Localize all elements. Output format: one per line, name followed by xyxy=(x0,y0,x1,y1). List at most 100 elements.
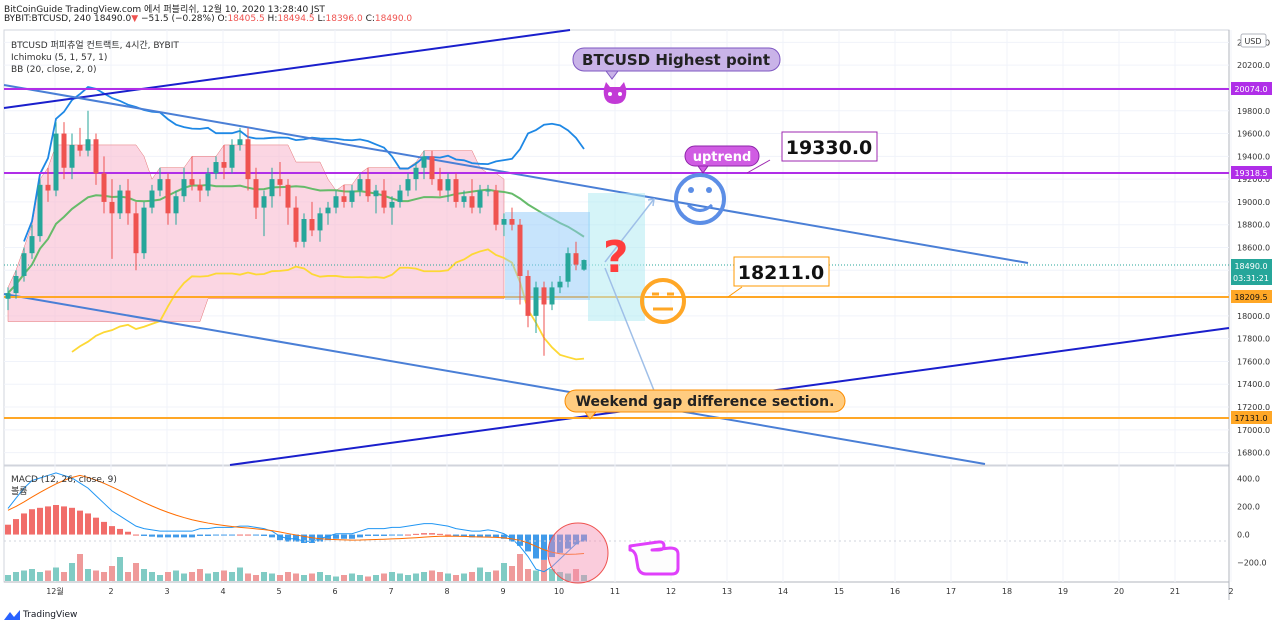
volume-bar-40 xyxy=(325,575,331,581)
volume-bar-42 xyxy=(341,575,347,581)
volume-bar-55 xyxy=(445,573,451,581)
candle-body-44 xyxy=(357,179,363,191)
volume-bar-47 xyxy=(381,573,387,581)
candle-body-22 xyxy=(181,179,187,197)
tag-timer-text: 03:31:21 xyxy=(1233,274,1269,283)
macd-bar-59 xyxy=(477,534,483,538)
candle-body-13 xyxy=(109,201,115,214)
volume-bar-33 xyxy=(269,573,275,581)
macd-bar-29 xyxy=(237,534,243,536)
macd-bar-63 xyxy=(509,534,515,542)
legend-bb: BB (20, close, 2, 0) xyxy=(11,65,96,75)
volume-bar-67 xyxy=(541,560,547,581)
candle-body-29 xyxy=(237,139,243,145)
tradingview-logo-icon xyxy=(4,610,20,620)
candle-body-71 xyxy=(573,253,579,265)
open-label: O: xyxy=(217,14,228,24)
macd-line xyxy=(7,472,585,573)
time-axis-ticks: 12월 2 3 4 5 6 7 8 9 10 11 12 13 14 15 16 17 18 19 20 21 2 xyxy=(46,586,1233,596)
candle-body-6 xyxy=(53,133,59,191)
candle-body-37 xyxy=(301,219,307,242)
candle-body-16 xyxy=(133,213,139,254)
time-tick-10: 11 xyxy=(610,587,620,596)
candle-body-34 xyxy=(277,179,283,185)
devil-face-icon xyxy=(603,82,627,104)
macd-bar-31 xyxy=(253,534,259,536)
candle-body-40 xyxy=(325,207,331,214)
candle-body-7 xyxy=(61,133,67,168)
volume-bar-54 xyxy=(437,572,443,581)
macd-bar-36 xyxy=(293,534,299,542)
macd-bar-5 xyxy=(45,506,51,535)
macd-bar-8 xyxy=(69,507,75,535)
volume-bar-35 xyxy=(285,572,291,581)
candle-body-23 xyxy=(189,179,195,185)
box-18211: 18211.0 xyxy=(727,256,830,298)
macd-bar-26 xyxy=(213,534,219,536)
volume-bar-52 xyxy=(421,572,427,581)
price-tick-19600: 19600.0 xyxy=(1237,130,1270,139)
high-value: 18494.5 xyxy=(277,14,315,24)
macd-highlight-circle xyxy=(547,522,609,584)
macd-bar-34 xyxy=(277,534,283,541)
highest-point-text: BTCUSD Highest point xyxy=(582,51,770,69)
volume-bar-56 xyxy=(453,575,459,581)
candle-body-28 xyxy=(229,144,235,168)
macd-axis-ticks: 400.0 200.0 0.0 −200.0 xyxy=(1237,474,1267,567)
volume-bar-68 xyxy=(549,569,555,581)
currency-button[interactable] xyxy=(1240,33,1267,48)
macd-tick-0: 0.0 xyxy=(1237,531,1250,540)
price-tick-17600: 17600.0 xyxy=(1237,357,1270,366)
price-tick-19200: 19200.0 xyxy=(1237,175,1270,184)
candle-body-56 xyxy=(453,179,459,202)
neutral-face-icon xyxy=(640,278,686,324)
volume-bar-9 xyxy=(77,554,83,581)
volume-bar-6 xyxy=(53,567,59,581)
volume-bar-44 xyxy=(357,575,363,581)
candle-body-39 xyxy=(317,213,323,231)
price-tick-20200: 20200.0 xyxy=(1237,61,1270,70)
time-tick-7: 8 xyxy=(444,587,449,596)
time-tick-19: 20 xyxy=(1114,587,1124,596)
candle-body-25 xyxy=(205,173,211,191)
macd-bar-11 xyxy=(93,517,99,535)
macd-bar-49 xyxy=(397,534,403,536)
candle-body-33 xyxy=(269,179,275,197)
close-label: C: xyxy=(365,14,375,24)
macd-bar-12 xyxy=(101,521,107,535)
tradingview-branding[interactable]: TradingView xyxy=(4,610,77,620)
macd-bar-70 xyxy=(565,534,571,549)
candle-body-46 xyxy=(373,190,379,197)
macd-bar-53 xyxy=(429,533,435,535)
bb-upper-line xyxy=(23,86,585,242)
macd-bar-10 xyxy=(85,513,91,535)
volume-bar-66 xyxy=(533,570,539,581)
macd-bar-60 xyxy=(485,534,491,537)
macd-bar-41 xyxy=(333,534,339,539)
time-tick-13: 14 xyxy=(778,587,788,596)
candle-body-48 xyxy=(389,201,395,208)
price-tick-18000: 18000.0 xyxy=(1237,312,1270,321)
volume-bar-16 xyxy=(133,563,139,581)
macd-bar-51 xyxy=(413,533,419,535)
volume-bar-13 xyxy=(109,566,115,581)
price-axis-ticks: 20400.020200.020000.019800.019600.019400… xyxy=(1237,38,1270,457)
candle-body-11 xyxy=(93,139,99,174)
macd-bar-0 xyxy=(5,524,11,535)
macd-bar-32 xyxy=(261,534,267,536)
smiley-face-icon xyxy=(674,173,726,225)
ohlc-line: BYBIT:BTCUSD, 240 18490.0▼ −51.5 (−0.28%… xyxy=(4,14,412,24)
highest-point-callout: BTCUSD Highest point xyxy=(572,47,781,80)
box-19330: 19330.0 xyxy=(746,131,878,174)
macd-bar-2 xyxy=(21,513,27,535)
candle-body-66 xyxy=(533,287,539,316)
candle-body-24 xyxy=(197,184,203,191)
candle-body-9 xyxy=(77,144,83,151)
volume-bar-7 xyxy=(61,572,67,581)
volume-bar-15 xyxy=(125,572,131,581)
macd-bar-14 xyxy=(117,528,123,535)
macd-bar-4 xyxy=(37,507,43,535)
uptrend-callout: uptrend xyxy=(684,145,760,174)
tag-last: 18490.0 03:31:21 xyxy=(1231,259,1272,285)
